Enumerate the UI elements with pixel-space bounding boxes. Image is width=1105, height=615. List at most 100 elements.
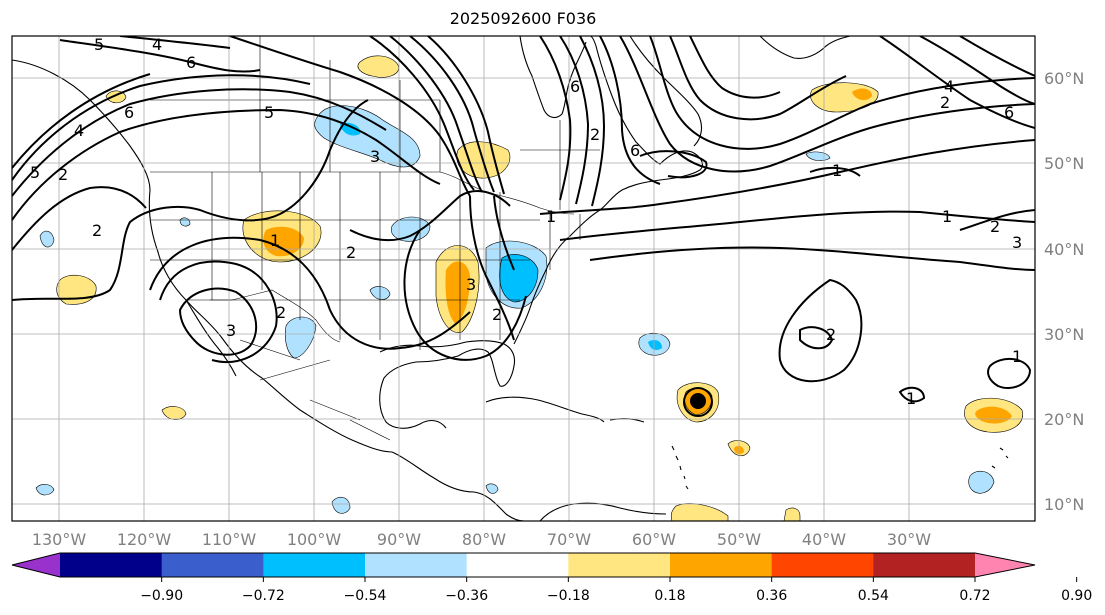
contour-label: 6 xyxy=(630,141,640,160)
colorbar-tick-label: −0.36 xyxy=(445,588,488,604)
contour-closed-low xyxy=(683,387,713,417)
contour-label: 4 xyxy=(152,35,162,54)
contour-labels: 5 4 6 5 6 4 2 5 3 2 1 2 6 2 1 2 3 2 1 1 … xyxy=(30,35,1022,408)
contour-line xyxy=(349,190,511,242)
contour-line xyxy=(799,326,834,350)
contour-label: 2 xyxy=(826,325,836,344)
contour-line xyxy=(119,36,231,49)
colorbar-extend-low xyxy=(12,553,60,577)
anomaly-patch xyxy=(35,484,55,496)
lon-label: 120°W xyxy=(117,530,172,549)
colorbar-outline xyxy=(11,552,1036,578)
anomaly-patch xyxy=(783,507,801,521)
contour-line xyxy=(12,74,311,181)
contour-line xyxy=(959,36,1035,77)
colorbar-tick-label: 0.72 xyxy=(959,588,990,604)
contour-line xyxy=(12,73,151,169)
colorbar-segment xyxy=(873,553,976,577)
border-us-mexico xyxy=(186,289,341,343)
map-title: 2025092600 F036 xyxy=(449,9,597,28)
contour-line xyxy=(649,36,1035,150)
latitude-labels: 60°N 50°N 40°N 30°N 20°N 10°N xyxy=(1044,69,1084,514)
contour-label: 1 xyxy=(906,389,916,408)
contour-line xyxy=(159,260,278,364)
contour-line xyxy=(987,358,1032,389)
contour-line xyxy=(12,108,441,221)
lat-label: 20°N xyxy=(1044,410,1084,429)
coastline-baja xyxy=(185,299,237,377)
coastline-hudson xyxy=(519,36,587,119)
colorbar-ticks: −0.90 −0.72 −0.54 −0.36 −0.18 0.18 0.36 0.54 0.7… xyxy=(140,577,1092,604)
coastline-cuba xyxy=(485,396,605,423)
contour-label: 5 xyxy=(264,103,274,122)
contour-line xyxy=(539,36,572,201)
contour-line xyxy=(59,39,261,73)
lat-label: 40°N xyxy=(1044,240,1084,259)
lon-label: 100°W xyxy=(287,530,342,549)
contour-label: 3 xyxy=(466,275,476,294)
contour-line xyxy=(229,36,471,197)
contour-label: 3 xyxy=(1012,233,1022,252)
contour-label: 6 xyxy=(186,53,196,72)
colorbar: −0.90 −0.72 −0.54 −0.36 −0.18 0.18 0.36 0.54 0.7… xyxy=(11,552,1092,604)
longitude-labels: 130°W 120°W 110°W 100°W 90°W 80°W 70°W 6… xyxy=(32,530,931,549)
mexico-states xyxy=(239,339,391,441)
contour-line xyxy=(12,186,147,251)
contour-line xyxy=(559,210,1035,241)
anomaly-patch xyxy=(39,230,55,248)
contour-line xyxy=(409,36,495,193)
colorbar-segment xyxy=(161,553,264,577)
contour-label: 3 xyxy=(370,147,380,166)
colorbar-segment xyxy=(670,553,773,577)
contour-line xyxy=(12,88,387,197)
gridlines xyxy=(12,36,1035,521)
contour-line xyxy=(879,36,1035,129)
coastline-gulf xyxy=(379,340,516,429)
colorbar-segment xyxy=(263,553,366,577)
colorbar-segment xyxy=(466,553,569,577)
contour-line xyxy=(539,139,1035,215)
contour-label: 6 xyxy=(124,103,134,122)
contour-label: 2 xyxy=(58,165,68,184)
colorbar-tick-label: −0.54 xyxy=(344,588,387,604)
contour-line xyxy=(639,150,708,179)
contour-line xyxy=(427,36,505,195)
anomaly-patch xyxy=(331,496,351,514)
contour-line xyxy=(778,278,863,383)
contour-label: 1 xyxy=(1012,347,1022,366)
contour-line xyxy=(689,36,781,99)
contour-line xyxy=(389,36,483,193)
contour-line xyxy=(149,236,471,350)
colorbar-tick-label: 0.36 xyxy=(756,588,787,604)
contour-label: 2 xyxy=(990,217,1000,236)
lon-label: 80°W xyxy=(462,530,506,549)
coastline-islands xyxy=(671,445,1009,490)
colorbar-segments xyxy=(12,553,1035,577)
lon-label: 60°W xyxy=(632,530,676,549)
coastline-greenland xyxy=(759,36,851,59)
contour-line xyxy=(178,287,258,356)
anomaly-patch xyxy=(284,316,317,359)
colorbar-tick-label: −0.18 xyxy=(547,588,590,604)
colorbar-tick-label: 0.18 xyxy=(654,588,685,604)
contour-label: 6 xyxy=(570,77,580,96)
colorbar-segment xyxy=(60,553,163,577)
anomaly-patch xyxy=(179,217,191,227)
coastline-central-america xyxy=(391,451,525,521)
contour-line xyxy=(599,36,661,185)
contour-label: 2 xyxy=(940,93,950,112)
contour-lines xyxy=(12,36,1035,417)
contour-label: 2 xyxy=(92,221,102,240)
contour-line xyxy=(369,36,475,191)
contour-line xyxy=(898,386,926,403)
state-lines xyxy=(150,172,581,350)
contour-label: 2 xyxy=(590,125,600,144)
contour-label: 1 xyxy=(270,231,280,250)
contour-label: 1 xyxy=(546,207,556,226)
lon-label: 30°W xyxy=(887,530,931,549)
contour-line xyxy=(959,209,1035,231)
anomaly-patch xyxy=(852,88,872,101)
anomaly-patch xyxy=(56,274,97,305)
anomaly-patch xyxy=(648,340,662,350)
contour-label: 2 xyxy=(492,305,502,324)
